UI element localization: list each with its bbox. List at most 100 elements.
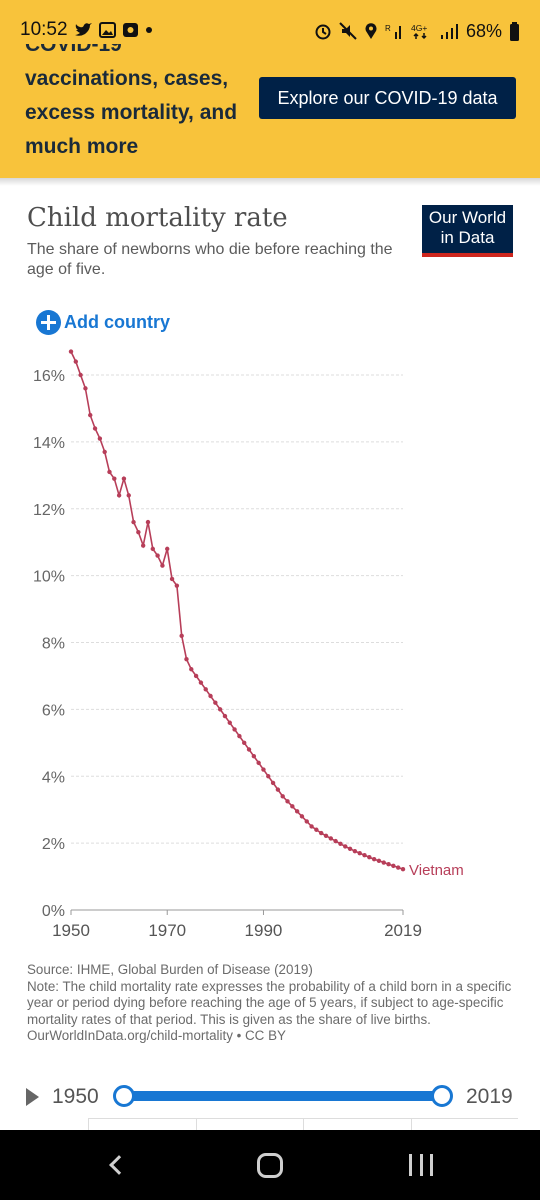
timeline: 1950 2019 [0, 1076, 540, 1120]
data-point [136, 529, 141, 535]
y-tick-label: 16% [33, 368, 65, 385]
owid-logo[interactable]: Our World in Data [422, 205, 513, 257]
data-point [328, 836, 334, 841]
data-point [352, 848, 358, 854]
data-point [83, 386, 88, 391]
source-note: Note: The child mortality rate expresses… [27, 978, 512, 1027]
battery-percent: 68% [465, 20, 502, 41]
data-point [371, 856, 377, 862]
dot-icon [146, 27, 152, 33]
data-point [222, 713, 228, 719]
data-point [145, 519, 151, 525]
covid-banner: COVID-19 vaccinations, cases, excess mor… [0, 44, 540, 178]
explore-covid-button[interactable]: Explore our COVID-19 data [259, 77, 516, 119]
chart-tab[interactable] [195, 1119, 304, 1130]
chart-tab[interactable] [410, 1119, 519, 1130]
x-tick-label: 1990 [245, 921, 283, 940]
data-point [102, 449, 107, 455]
data-point [88, 412, 93, 418]
data-point [112, 476, 117, 481]
data-point [294, 809, 300, 814]
y-tick-label: 8% [42, 636, 65, 653]
data-point [319, 830, 324, 836]
data-point [169, 576, 175, 582]
add-country-label: Add country [64, 312, 170, 332]
data-point [78, 372, 83, 378]
data-point [367, 854, 372, 860]
android-nav-bar [0, 1130, 540, 1200]
line-chart: 0% 2% 4% 6% 8% 10% 12% 14% 16% 1950 1970 1990 2019 Vi… [33, 349, 464, 940]
data-point [309, 824, 314, 829]
data-point [256, 760, 261, 766]
data-point [333, 838, 338, 844]
twitter-icon [75, 23, 92, 36]
data-point [362, 852, 367, 858]
home-icon[interactable] [257, 1153, 283, 1178]
source-link[interactable]: OurWorldInData.org/child-mortality • CC … [27, 1028, 286, 1043]
data-point [314, 827, 319, 832]
data-point [155, 553, 160, 558]
x-tick-label: 1950 [52, 921, 90, 940]
data-point [203, 687, 208, 692]
timeline-end-handle[interactable] [431, 1085, 453, 1107]
series-label: Vietnam [409, 862, 464, 879]
data-point [208, 693, 213, 699]
data-point [347, 846, 353, 852]
data-point [73, 359, 79, 364]
chart-tab[interactable] [88, 1119, 196, 1130]
data-point [338, 841, 343, 846]
data-point [160, 563, 165, 568]
logo-line-2: in Data [440, 228, 495, 247]
data-point [242, 740, 247, 746]
data-point [323, 833, 329, 838]
status-bar: 10:52 R 4G+ 68% [0, 0, 540, 44]
app-icon [123, 23, 138, 37]
data-point [150, 546, 155, 552]
data-point [400, 867, 406, 872]
back-icon[interactable] [109, 1155, 129, 1175]
data-point [246, 747, 252, 752]
location-icon [365, 23, 377, 39]
data-point [391, 863, 396, 869]
data-point [299, 814, 305, 819]
data-point [184, 657, 189, 662]
data-point [261, 767, 266, 772]
4g-icon: 4G+ [411, 23, 427, 40]
banner-divider [0, 178, 540, 186]
play-icon[interactable] [26, 1088, 39, 1106]
data-point [121, 476, 127, 481]
chart-title: Child mortality rate [27, 203, 288, 233]
timeline-start-handle[interactable] [113, 1085, 135, 1107]
timeline-end-label: 2019 [466, 1085, 513, 1108]
status-time: 10:52 [20, 19, 68, 40]
data-point [275, 787, 281, 792]
data-point [237, 733, 242, 739]
chart-subtitle: The share of newborns who die before rea… [27, 241, 393, 278]
signal-icon [440, 24, 458, 39]
chart-tabs-partial [88, 1118, 518, 1130]
data-point [217, 707, 223, 712]
data-point [376, 858, 382, 864]
series-line-vietnam [70, 351, 404, 870]
y-tick-label: 2% [42, 836, 65, 853]
data-point [227, 720, 232, 725]
system-icons: R 4G+ 68% [314, 20, 520, 42]
data-point [179, 633, 184, 639]
data-point [290, 804, 295, 809]
data-point [304, 819, 309, 824]
data-point [140, 543, 146, 548]
y-tick-label: 0% [42, 903, 65, 920]
network-label: 4G+ [411, 23, 427, 33]
data-point [68, 349, 74, 354]
data-point [97, 436, 103, 441]
add-country-button[interactable]: Add country [36, 310, 170, 335]
source-line: Source: IHME, Global Burden of Disease (… [27, 962, 313, 977]
recent-apps-icon[interactable] [409, 1154, 433, 1176]
timeline-track[interactable] [123, 1091, 443, 1101]
chart-tab[interactable] [303, 1119, 411, 1130]
data-point [92, 426, 98, 431]
plus-circle-icon [36, 310, 61, 335]
notification-icons [74, 21, 153, 39]
data-point [213, 700, 218, 705]
